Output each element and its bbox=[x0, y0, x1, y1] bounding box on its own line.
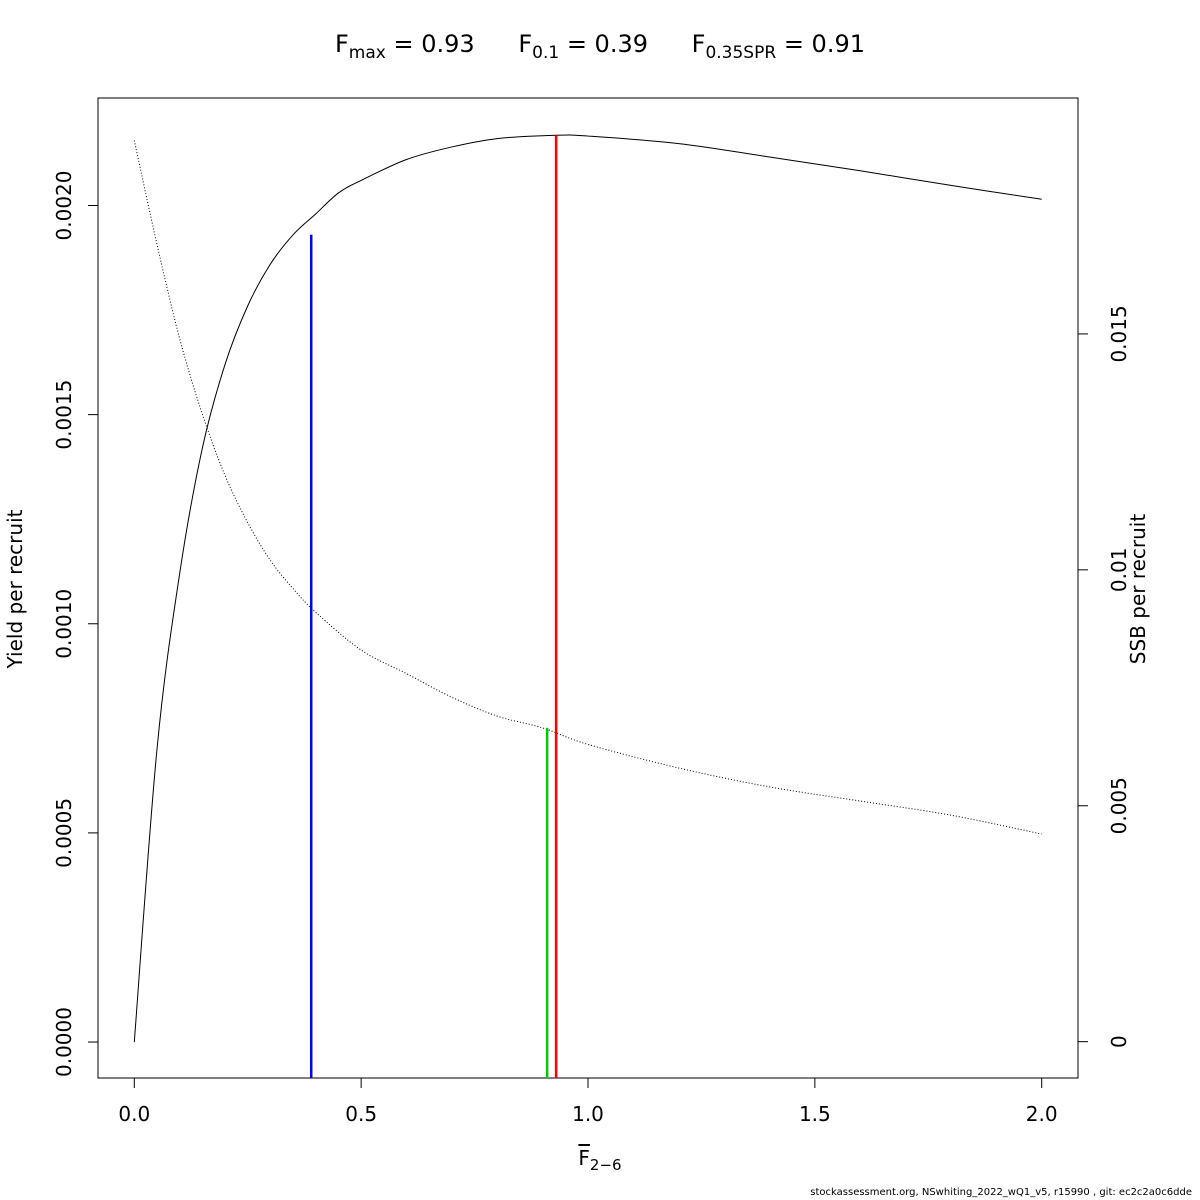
x-tick-label: 0.5 bbox=[345, 1102, 377, 1126]
chart-title: Fmax = 0.93 F0.1 = 0.39 F0.35SPR = 0.91 bbox=[0, 30, 1200, 63]
x-tick-label: 1.5 bbox=[799, 1102, 831, 1126]
y-right-tick-label: 0.01 bbox=[1107, 548, 1131, 593]
y-right-tick-label: 0.005 bbox=[1107, 777, 1131, 834]
y-left-tick-label: 0.0005 bbox=[52, 798, 76, 868]
x-tick-label: 1.0 bbox=[572, 1102, 604, 1126]
source-caption: stockassessment.org, NSwhiting_2022_wQ1_… bbox=[810, 1187, 1192, 1198]
x-axis-label: F2−6 bbox=[578, 1146, 622, 1174]
y-left-tick-label: 0.0015 bbox=[52, 380, 76, 450]
fmax-label: Fmax = 0.93 bbox=[334, 30, 475, 63]
x-tick-label: 2.0 bbox=[1026, 1102, 1058, 1126]
f01-label: F0.1 = 0.39 bbox=[518, 30, 648, 63]
y-right-tick-label: 0 bbox=[1107, 1035, 1131, 1048]
y-axis-left-label: Yield per recruit bbox=[3, 509, 27, 669]
fspr-label: F0.35SPR = 0.91 bbox=[691, 30, 865, 63]
y-axis-right-label: SSB per recruit bbox=[1126, 514, 1150, 665]
y-right-tick-label: 0.015 bbox=[1107, 305, 1131, 362]
yield-per-recruit-line bbox=[133, 134, 1042, 1043]
plot-frame bbox=[97, 97, 1079, 1079]
y-left-tick-label: 0.0020 bbox=[52, 171, 76, 241]
y-left-tick-label: 0.0010 bbox=[52, 589, 76, 659]
y-left-tick-label: 0.0000 bbox=[52, 1007, 76, 1077]
x-tick-label: 0.0 bbox=[118, 1102, 150, 1126]
ssb-per-recruit-line bbox=[133, 140, 1042, 835]
